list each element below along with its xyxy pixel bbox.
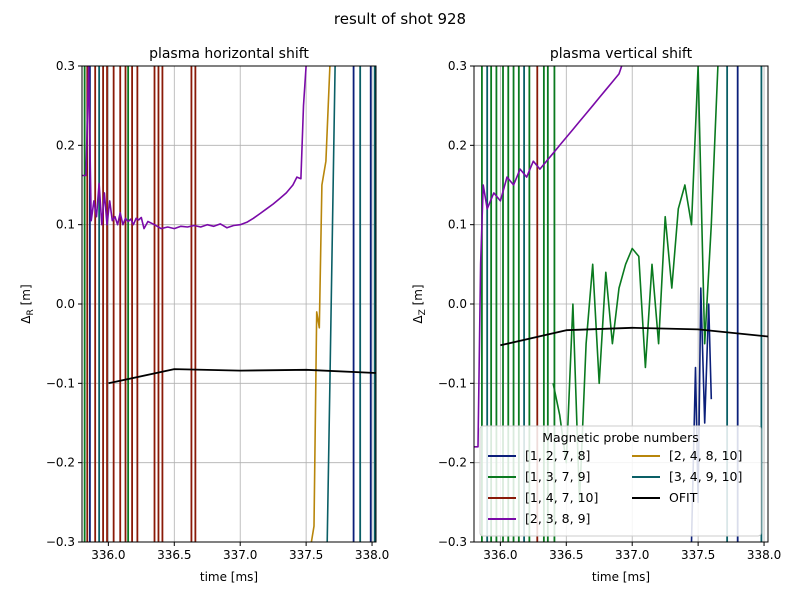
x-tick-label: 336.5 [549,548,583,562]
y-tick-label: 0.2 [56,138,75,152]
series-line-4 [500,326,768,347]
y-tick-label: 0.1 [56,218,75,232]
legend-label: [2, 3, 8, 9] [525,511,590,526]
y-tick-label: −0.3 [46,535,75,549]
legend-label: [2, 4, 8, 10] [669,448,742,463]
y-tick-label: 0.1 [448,218,467,232]
y-tick-label: 0.0 [448,297,467,311]
x-tick-label: 336.5 [157,548,191,562]
legend-label: [1, 2, 7, 8] [525,448,590,463]
series-line-1 [474,66,623,448]
series-line-3 [326,66,336,542]
y-tick-label: 0.2 [448,138,467,152]
x-axis-label: time [ms] [592,570,650,584]
x-tick-label: 338.0 [355,548,389,562]
y-tick-label: −0.2 [438,456,467,470]
legend-label: [1, 3, 7, 9] [525,469,590,484]
legend-title: Magnetic probe numbers [542,430,699,445]
legend-label: OFIT [669,490,698,505]
legend-label: [1, 4, 7, 10] [525,490,598,505]
legend-box [479,425,762,537]
x-tick-label: 336.0 [483,548,517,562]
y-tick-label: 0.3 [448,59,467,73]
x-tick-label: 337.0 [223,548,257,562]
x-tick-label: 337.0 [615,548,649,562]
x-tick-label: 338.0 [747,548,781,562]
legend: Magnetic probe numbers [1, 2, 7, 8] [1, 3,… [479,425,762,537]
series-line-1 [82,66,307,230]
series-line-3 [690,287,713,542]
y-tick-label: −0.2 [46,456,75,470]
chart-panel-1: 336.0 336.5 337.0 337.5 338.0 −0.3 −0.2 −0.1 0.0… [19,46,389,584]
y-tick-label: −0.1 [438,376,467,390]
plot-area [82,66,376,542]
series-line-2 [310,66,331,542]
y-axis-label: ΔZ [m] [411,284,428,323]
panel-title: plasma horizontal shift [149,46,309,62]
x-tick-label: 337.5 [289,548,323,562]
y-tick-label: −0.3 [438,535,467,549]
panel-title: plasma vertical shift [550,46,693,62]
y-tick-label: 0.0 [56,297,75,311]
x-tick-label: 336.0 [91,548,125,562]
series-line-4 [108,368,376,385]
y-tick-label: −0.1 [46,376,75,390]
figure-title: result of shot 928 [334,10,466,28]
x-tick-label: 337.5 [681,548,715,562]
y-tick-label: 0.3 [56,59,75,73]
x-axis-label: time [ms] [200,570,258,584]
y-axis-label: ΔR [m] [19,284,36,323]
legend-label: [3, 4, 9, 10] [669,469,742,484]
